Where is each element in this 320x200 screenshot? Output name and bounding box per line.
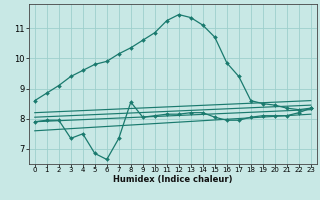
X-axis label: Humidex (Indice chaleur): Humidex (Indice chaleur)	[113, 175, 233, 184]
